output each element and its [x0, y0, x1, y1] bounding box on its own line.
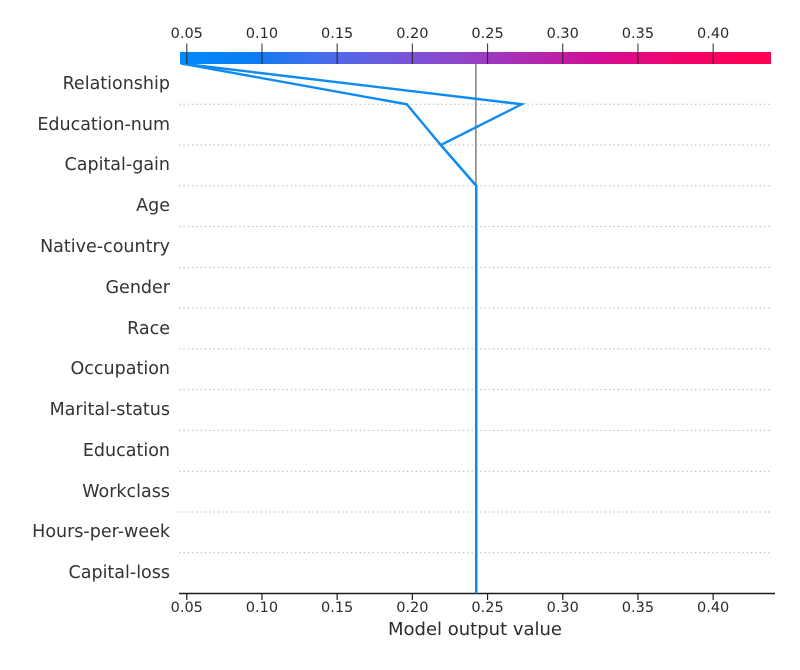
x-axis-tick-label: 0.15	[321, 600, 354, 616]
feature-label-occupation: Occupation	[70, 359, 170, 380]
colorbar-tick-label: 0.40	[696, 26, 730, 42]
colorbar-tick-label: 0.25	[471, 26, 504, 42]
x-axis-tick-label: 0.35	[621, 600, 655, 616]
x-axis-tick-label: 0.10	[245, 600, 279, 616]
colorbar-tick-label: 0.30	[546, 26, 579, 42]
feature-label-capital-gain: Capital-gain	[64, 155, 170, 176]
feature-label-race: Race	[127, 318, 170, 339]
feature-label-education: Education	[82, 440, 170, 461]
x-axis-title: Model output value	[387, 619, 563, 640]
colorbar-tick-label: 0.05	[170, 26, 203, 42]
feature-label-marital-status: Marital-status	[49, 400, 170, 421]
colorbar-tick-label: 0.20	[396, 26, 429, 42]
feature-label-native-country: Native-country	[40, 236, 170, 257]
x-axis-tick-label: 0.30	[546, 600, 579, 616]
x-axis-tick-label: 0.25	[471, 600, 504, 616]
x-axis-tick-label: 0.40	[696, 600, 730, 616]
colorbar-tick-label: 0.35	[621, 26, 655, 42]
colorbar-tick-label: 0.15	[321, 26, 354, 42]
feature-label-hours-per-week: Hours-per-week	[32, 522, 170, 543]
x-axis-tick-label: 0.05	[170, 600, 203, 616]
feature-label-capital-loss: Capital-loss	[68, 563, 170, 584]
feature-label-gender: Gender	[105, 277, 171, 298]
colorbar-gradient	[180, 52, 771, 64]
feature-label-age: Age	[136, 196, 170, 217]
feature-label-relationship: Relationship	[62, 73, 170, 94]
x-axis-tick-label: 0.20	[396, 600, 429, 616]
colorbar-tick-label: 0.10	[245, 26, 279, 42]
feature-label-education-num: Education-num	[37, 114, 170, 135]
feature-label-workclass: Workclass	[82, 481, 170, 502]
